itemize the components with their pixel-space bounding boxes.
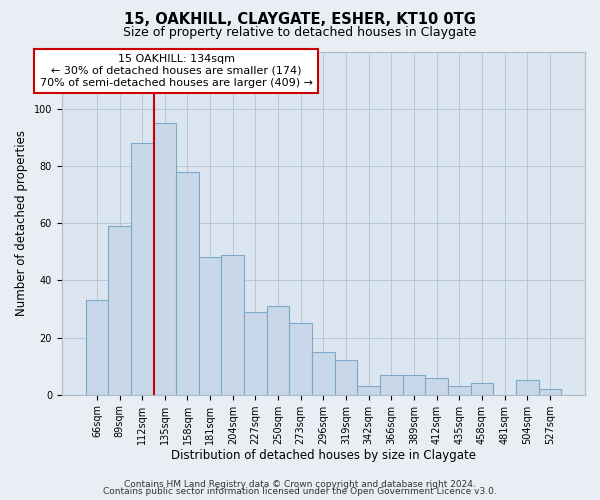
Bar xyxy=(358,386,380,394)
Bar xyxy=(176,172,199,394)
Bar xyxy=(289,323,312,394)
Bar xyxy=(312,352,335,395)
Y-axis label: Number of detached properties: Number of detached properties xyxy=(15,130,28,316)
X-axis label: Distribution of detached houses by size in Claygate: Distribution of detached houses by size … xyxy=(171,450,476,462)
Bar xyxy=(131,143,154,395)
Bar xyxy=(267,306,289,394)
Text: Contains public sector information licensed under the Open Government Licence v3: Contains public sector information licen… xyxy=(103,488,497,496)
Text: Contains HM Land Registry data © Crown copyright and database right 2024.: Contains HM Land Registry data © Crown c… xyxy=(124,480,476,489)
Bar xyxy=(199,258,221,394)
Bar xyxy=(470,384,493,394)
Text: Size of property relative to detached houses in Claygate: Size of property relative to detached ho… xyxy=(124,26,476,39)
Bar xyxy=(516,380,539,394)
Bar xyxy=(108,226,131,394)
Bar xyxy=(335,360,358,394)
Bar xyxy=(539,389,561,394)
Text: 15 OAKHILL: 134sqm
← 30% of detached houses are smaller (174)
70% of semi-detach: 15 OAKHILL: 134sqm ← 30% of detached hou… xyxy=(40,54,313,88)
Bar xyxy=(448,386,470,394)
Bar xyxy=(86,300,108,394)
Bar xyxy=(154,123,176,394)
Bar xyxy=(221,254,244,394)
Bar xyxy=(244,312,267,394)
Bar xyxy=(380,374,403,394)
Text: 15, OAKHILL, CLAYGATE, ESHER, KT10 0TG: 15, OAKHILL, CLAYGATE, ESHER, KT10 0TG xyxy=(124,12,476,28)
Bar xyxy=(403,374,425,394)
Bar xyxy=(425,378,448,394)
